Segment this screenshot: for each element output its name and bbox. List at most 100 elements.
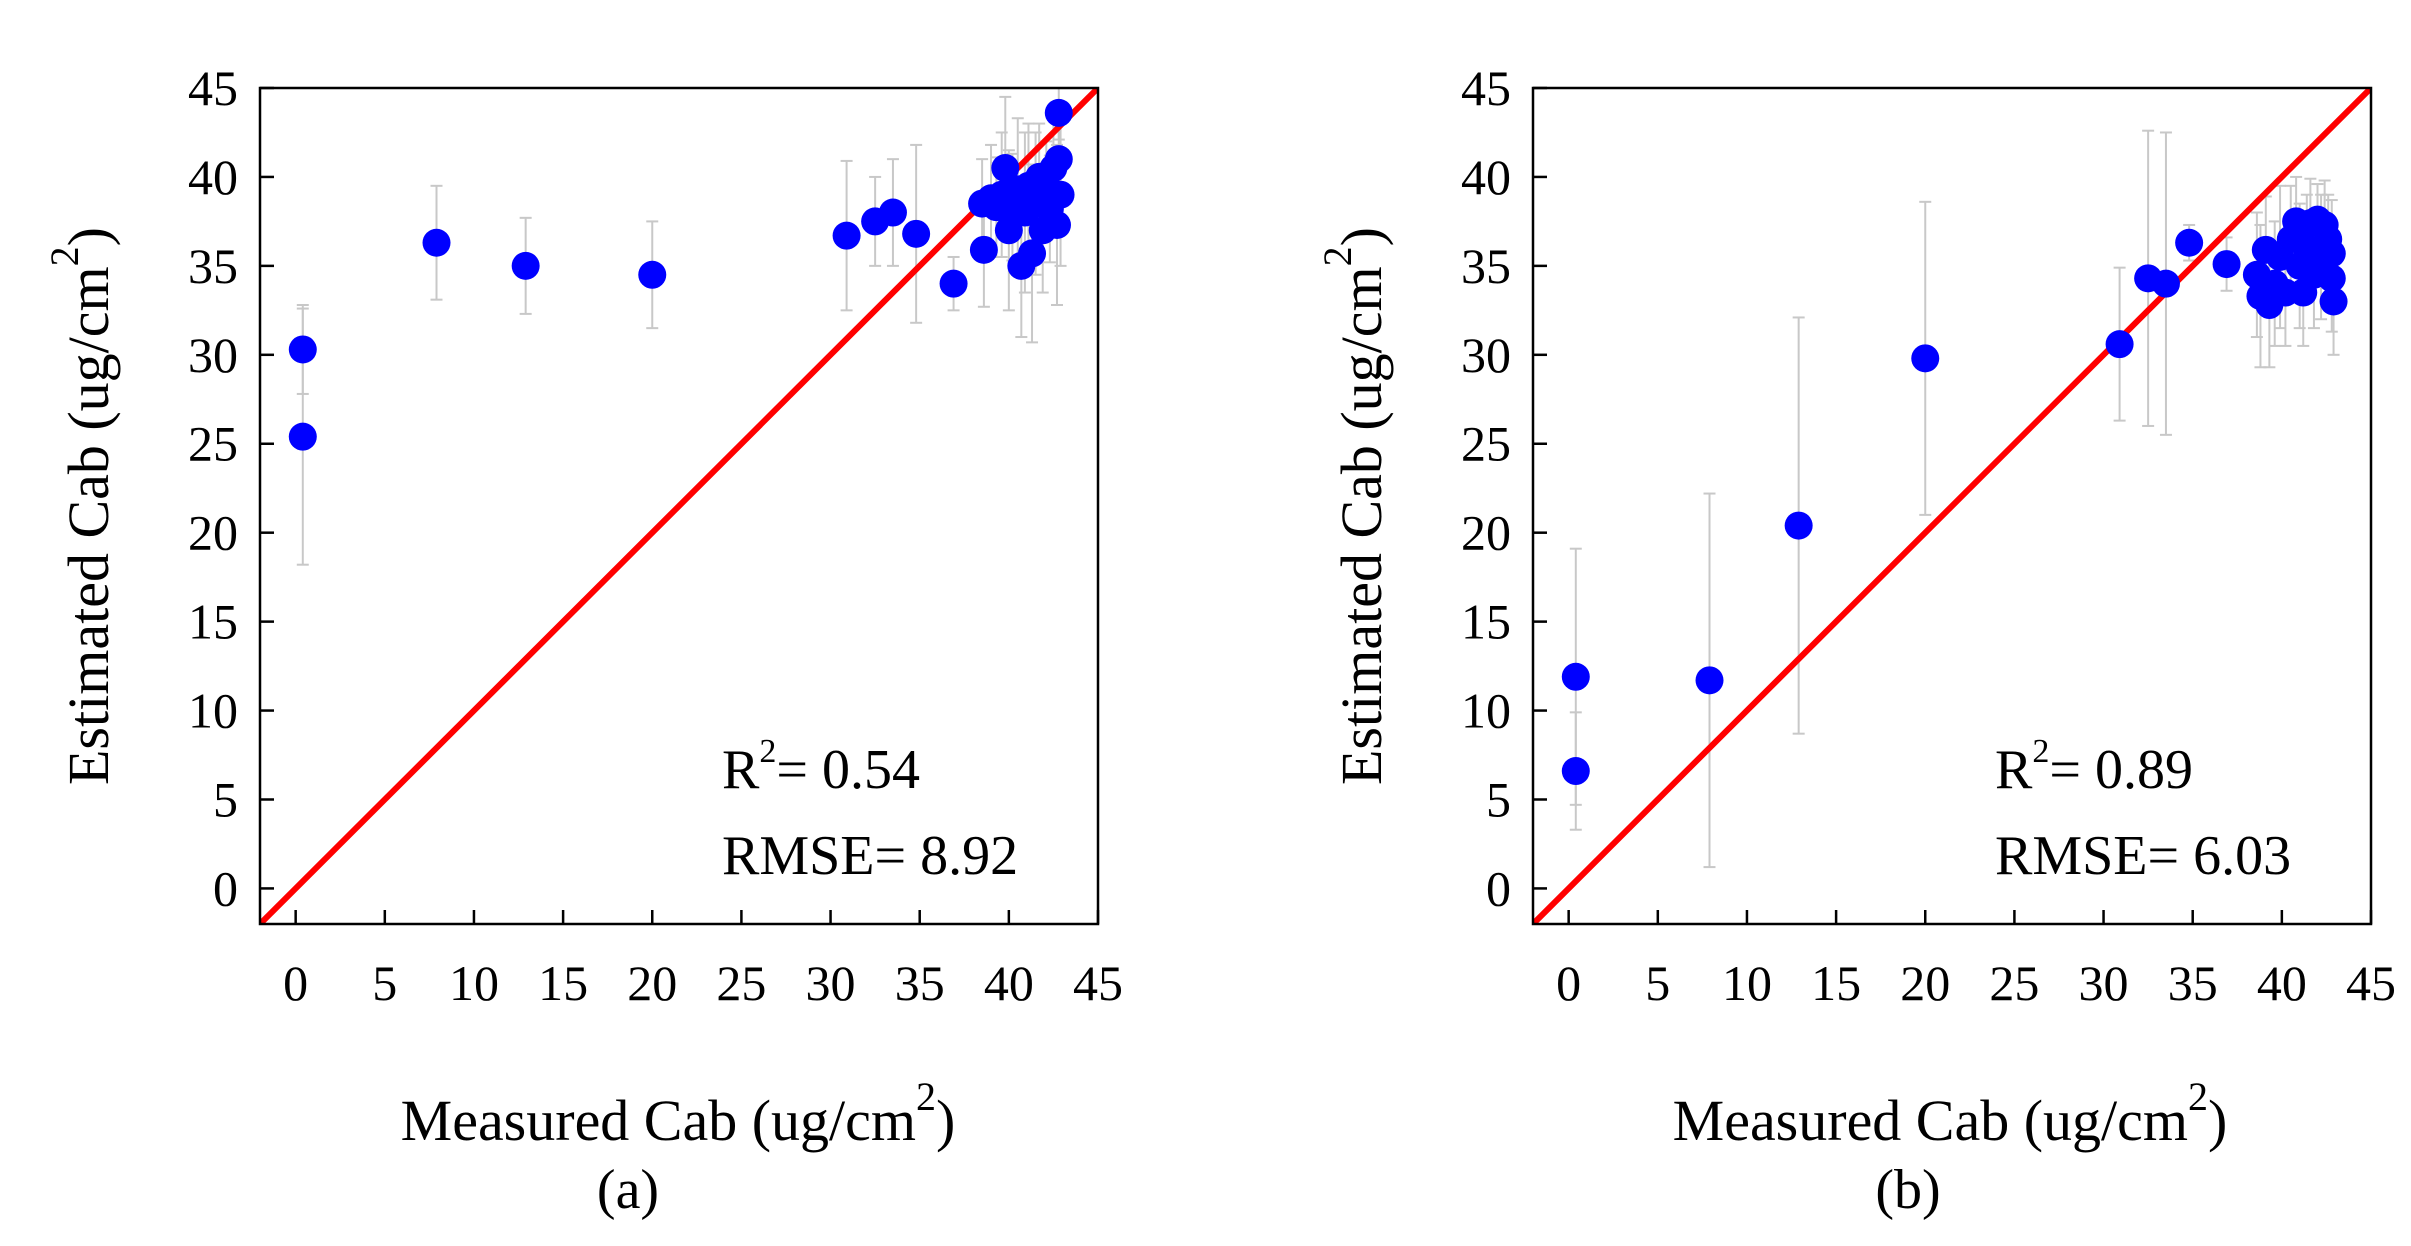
x-axis-label: Measured Cab (ug/cm2) xyxy=(1673,1074,2228,1153)
y-tick-label: 5 xyxy=(213,771,238,827)
x-tick-label: 30 xyxy=(2079,955,2129,1011)
data-point xyxy=(1561,662,1590,691)
data-point xyxy=(994,216,1023,245)
r2-value: = 0.89 xyxy=(2049,739,2193,801)
r2-label: R xyxy=(722,739,760,801)
y-tick-label: 15 xyxy=(1461,594,1511,650)
data-point xyxy=(2175,228,2204,257)
data-point xyxy=(1046,180,1075,209)
data-point xyxy=(422,228,451,257)
data-point xyxy=(832,221,861,250)
y-tick-label: 25 xyxy=(188,416,238,472)
y-axis-label-close: ) xyxy=(1329,227,1394,246)
y-tick-label: 45 xyxy=(188,60,238,116)
r2-superscript: 2 xyxy=(2032,733,2049,770)
point-group xyxy=(1561,205,2348,786)
data-point xyxy=(939,269,968,298)
data-point xyxy=(638,260,667,289)
y-tick-label: 5 xyxy=(1486,771,1511,827)
y-tick-group: 0 5 10 15 20 25 30 35 40 45 xyxy=(188,60,274,916)
data-point xyxy=(1784,511,1813,540)
data-point xyxy=(1695,666,1724,695)
y-tick-label: 0 xyxy=(1486,860,1511,916)
data-point xyxy=(288,422,317,451)
plot-frame xyxy=(258,86,1100,926)
panel-label-b: (b) xyxy=(1875,1159,1940,1221)
x-tick-label: 15 xyxy=(538,955,588,1011)
data-point xyxy=(991,154,1020,183)
data-point xyxy=(2151,269,2180,298)
y-axis-label-text: Estimated Cab (ug/cm xyxy=(1329,266,1394,785)
y-tick-label: 35 xyxy=(188,238,238,294)
r2-value: = 0.54 xyxy=(776,739,920,801)
x-tick-label: 20 xyxy=(1900,955,1950,1011)
plot-frame xyxy=(1531,86,2373,926)
x-axis-label-text: Measured Cab (ug/cm xyxy=(1673,1088,2188,1153)
y-axis-label-superscript: 2 xyxy=(1315,246,1360,266)
y-tick-label: 20 xyxy=(188,505,238,561)
y-axis-label-text: Estimated Cab (ug/cm xyxy=(56,266,121,785)
y-tick-label: 35 xyxy=(1461,238,1511,294)
y-tick-label: 40 xyxy=(1461,149,1511,205)
x-tick-label: 35 xyxy=(895,955,945,1011)
x-tick-group: 0 5 10 15 20 25 30 35 40 45 xyxy=(283,910,1123,1011)
y-axis-label-close: ) xyxy=(56,227,121,246)
data-point xyxy=(2212,250,2241,279)
y-tick-label: 40 xyxy=(188,149,238,205)
y-tick-group: 0 5 10 15 20 25 30 35 40 45 xyxy=(1461,60,1547,916)
x-tick-label: 45 xyxy=(2346,955,2396,1011)
point-group xyxy=(288,98,1075,451)
data-point xyxy=(1018,239,1047,268)
data-point xyxy=(2105,330,2134,359)
y-axis-label-superscript: 2 xyxy=(42,246,87,266)
data-point xyxy=(902,219,931,248)
x-axis-label-close: ) xyxy=(2208,1088,2227,1153)
y-tick-label: 15 xyxy=(188,594,238,650)
x-tick-label: 35 xyxy=(2168,955,2218,1011)
data-point xyxy=(288,335,317,364)
data-point xyxy=(1911,344,1940,373)
data-point xyxy=(1044,145,1073,174)
x-axis-label: Measured Cab (ug/cm2) xyxy=(401,1074,956,1153)
y-tick-label: 30 xyxy=(188,327,238,383)
panel-label-a: (a) xyxy=(597,1159,659,1221)
r-squared-annotation: R2= 0.54 xyxy=(722,733,920,801)
x-tick-label: 20 xyxy=(627,955,677,1011)
x-tick-label: 40 xyxy=(2257,955,2307,1011)
x-axis-label-superscript: 2 xyxy=(2188,1074,2208,1119)
reference-line-group xyxy=(1533,88,2371,924)
y-tick-label: 25 xyxy=(1461,416,1511,472)
x-tick-label: 5 xyxy=(372,955,397,1011)
x-tick-label: 30 xyxy=(806,955,856,1011)
y-tick-label: 10 xyxy=(1461,683,1511,739)
data-point xyxy=(969,235,998,264)
x-tick-label: 45 xyxy=(1073,955,1123,1011)
data-point xyxy=(2317,239,2346,268)
x-tick-label: 0 xyxy=(283,955,308,1011)
data-point xyxy=(1044,98,1073,127)
x-axis-label-text: Measured Cab (ug/cm xyxy=(401,1088,916,1153)
y-tick-label: 45 xyxy=(1461,60,1511,116)
x-tick-label: 10 xyxy=(1722,955,1772,1011)
y-tick-label: 10 xyxy=(188,683,238,739)
data-point xyxy=(2319,287,2348,316)
rmse-annotation: RMSE= 8.92 xyxy=(722,825,1018,887)
data-point xyxy=(511,251,540,280)
x-tick-group: 0 5 10 15 20 25 30 35 40 45 xyxy=(1556,910,2396,1011)
data-point xyxy=(1042,210,1071,239)
r2-superscript: 2 xyxy=(759,733,776,770)
reference-line-group xyxy=(260,88,1098,924)
r2-label: R xyxy=(1995,739,2033,801)
x-tick-label: 40 xyxy=(984,955,1034,1011)
data-point xyxy=(2317,264,2346,293)
errorbar-group xyxy=(296,88,1067,566)
one-to-one-line xyxy=(260,88,1098,924)
x-tick-label: 25 xyxy=(1989,955,2039,1011)
x-tick-label: 5 xyxy=(1645,955,1670,1011)
y-tick-label: 30 xyxy=(1461,327,1511,383)
y-axis-label: Estimated Cab (ug/cm2) xyxy=(42,227,121,785)
x-axis-label-superscript: 2 xyxy=(916,1074,936,1119)
